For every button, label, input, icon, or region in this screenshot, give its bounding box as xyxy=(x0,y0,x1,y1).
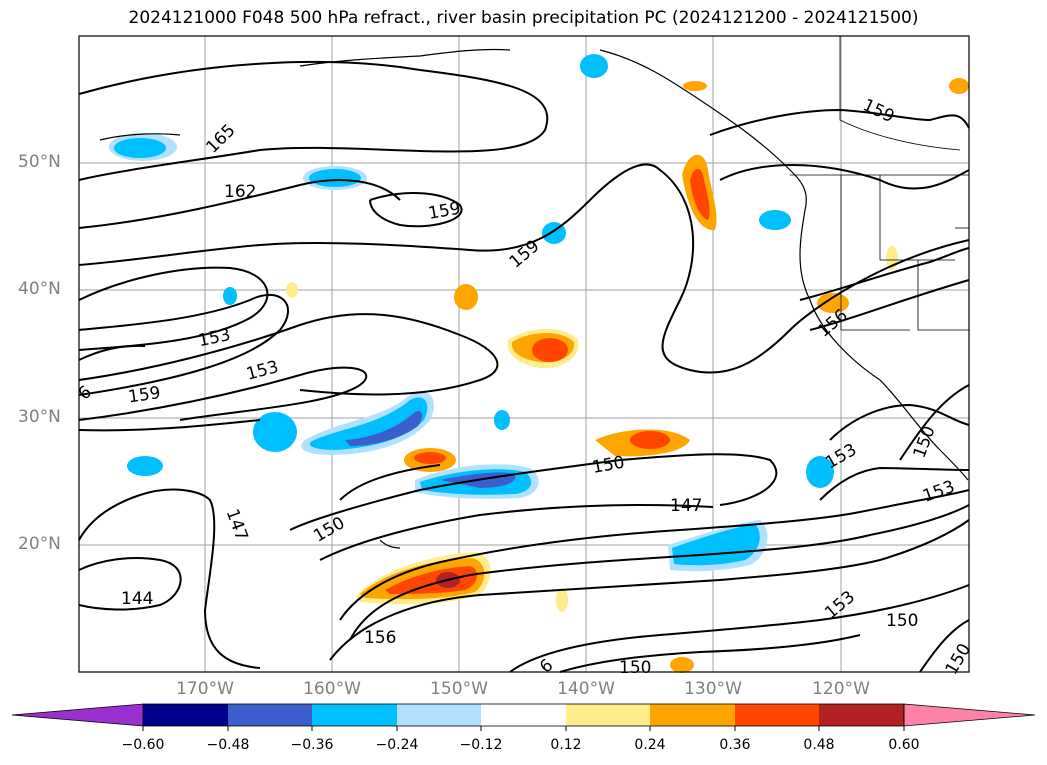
longitude-label: 120°W xyxy=(812,679,870,699)
colorbar-bin xyxy=(819,704,904,726)
colorbar-tick-label: −0.24 xyxy=(375,737,419,753)
contour-label: 147 xyxy=(670,496,702,516)
colorbar-tick-label: 0.36 xyxy=(719,737,751,753)
colorbar-bin xyxy=(143,704,228,726)
colorbar-outline xyxy=(142,703,905,727)
political-borders xyxy=(790,36,969,331)
colorbar-tick-label: 0.24 xyxy=(634,737,666,753)
map-title: 2024121000 F048 500 hPa refract., river … xyxy=(128,8,919,28)
colorbar-tick-label: −0.12 xyxy=(459,737,503,753)
colorbar-bin xyxy=(312,704,397,726)
colorbar xyxy=(11,703,1036,731)
colorbar-bin xyxy=(481,704,566,726)
longitude-label: 140°W xyxy=(557,679,615,699)
map-frame xyxy=(78,35,970,673)
colorbar-bin xyxy=(650,704,735,726)
colorbar-bin xyxy=(566,704,650,726)
latitude-label: 50°N xyxy=(18,152,61,172)
colorbar-bin xyxy=(735,704,819,726)
longitude-label: 130°W xyxy=(684,679,742,699)
contour-label: 156 xyxy=(364,628,396,648)
colorbar-tick-label: −0.48 xyxy=(206,737,250,753)
colorbar-min-extension xyxy=(11,703,144,727)
colorbar-tick-label: −0.60 xyxy=(121,737,165,753)
contour-label: 162 xyxy=(224,182,256,202)
colorbar-tick-label: 0.12 xyxy=(550,737,582,753)
latitude-label: 20°N xyxy=(18,534,61,554)
colorbar-tick-label: 0.48 xyxy=(803,737,835,753)
colorbar-tick-label: −0.36 xyxy=(290,737,334,753)
contour-label: 159 xyxy=(127,383,162,407)
colorbar-bin xyxy=(397,704,481,726)
longitude-label: 160°W xyxy=(303,679,361,699)
refractivity-contours xyxy=(78,61,970,673)
longitude-label: 170°W xyxy=(176,679,234,699)
contour-label: 144 xyxy=(121,589,153,609)
negative-anomaly-areas xyxy=(109,54,834,572)
colorbar-bin xyxy=(228,704,312,726)
colorbar-max-extension xyxy=(903,703,1036,727)
latitude-label: 40°N xyxy=(18,279,61,299)
latitude-label: 30°N xyxy=(18,407,61,427)
contour-label: 150 xyxy=(619,658,651,678)
positive-anomaly-areas xyxy=(286,78,969,673)
colorbar-tick-label: 0.60 xyxy=(888,737,920,753)
longitude-label: 150°W xyxy=(430,679,488,699)
contour-label: 150 xyxy=(886,611,918,631)
